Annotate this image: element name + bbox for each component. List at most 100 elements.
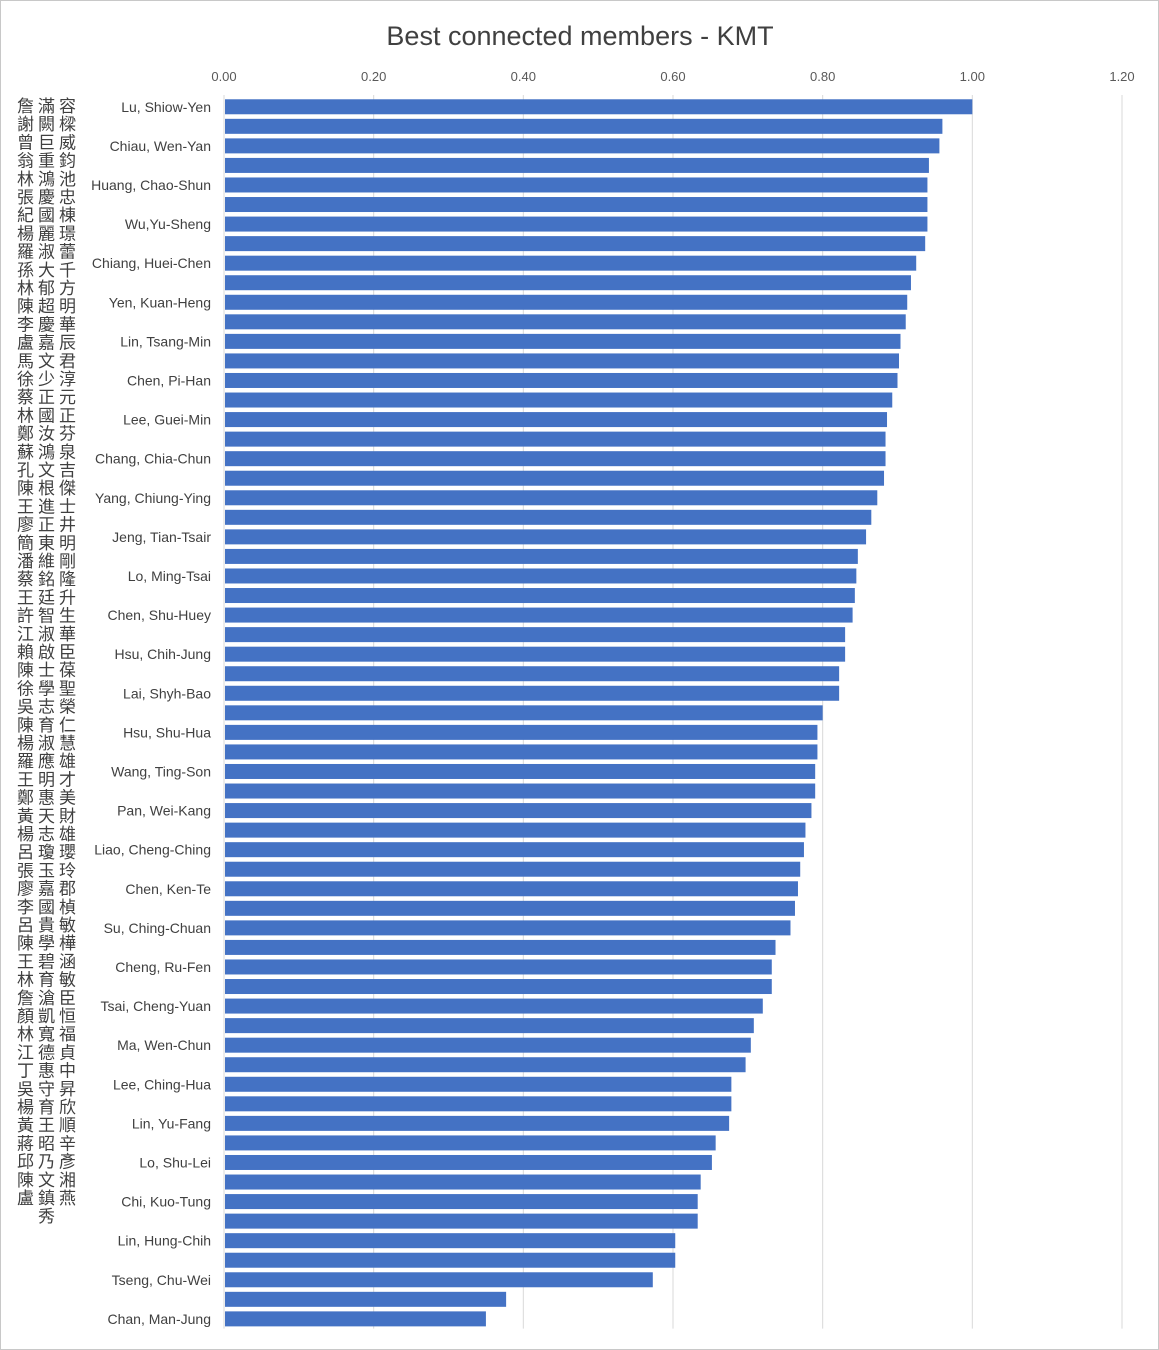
category-label-32: Hsu, Shu-Hua xyxy=(123,724,211,740)
bar-57 xyxy=(225,1213,698,1229)
bar-38 xyxy=(225,842,804,858)
bar-50 xyxy=(225,1076,732,1092)
bar-61 xyxy=(225,1291,507,1307)
bar-9 xyxy=(225,275,911,291)
bar-54 xyxy=(225,1154,712,1170)
bar-1 xyxy=(225,118,943,134)
chinese-label-column-2: 滿闕巨重鴻慶國麗淑大郁超慶嘉文少正國汝鴻文根進正東維銘廷智淑啟士學志育淑應明惠天… xyxy=(34,97,54,1226)
bar-33 xyxy=(225,744,818,760)
category-label-10: Yen, Kuan-Heng xyxy=(109,294,211,310)
bar-32 xyxy=(225,724,818,740)
category-label-16: Lee, Guei-Min xyxy=(123,412,211,428)
category-label-4: Huang, Chao-Shun xyxy=(91,177,211,193)
bar-37 xyxy=(225,822,806,838)
x-tick-label-0: 0.00 xyxy=(211,69,236,84)
category-label-34: Wang, Ting-Son xyxy=(111,763,211,779)
bar-11 xyxy=(225,314,906,330)
bar-18 xyxy=(225,451,886,467)
category-label-56: Chi, Kuo-Tung xyxy=(121,1194,211,1210)
chinese-label-column-1: 詹謝曾翁林張紀楊羅孫林陳李盧馬徐蔡林鄭蘇孔陳王廖簡潘蔡王許江賴陳徐吳陳楊羅王鄭黃… xyxy=(13,97,33,1208)
bar-27 xyxy=(225,627,846,643)
category-label-50: Lee, Ching-Hua xyxy=(113,1076,211,1092)
bar-52 xyxy=(225,1115,730,1131)
bar-4 xyxy=(225,177,928,193)
category-label-46: Tsai, Cheng-Yuan xyxy=(100,998,211,1014)
bar-40 xyxy=(225,881,798,897)
bar-45 xyxy=(225,979,772,995)
category-label-0: Lu, Shiow-Yen xyxy=(121,99,211,115)
bars xyxy=(225,99,973,1327)
bar-56 xyxy=(225,1194,698,1210)
category-label-36: Pan, Wei-Kang xyxy=(117,803,211,819)
category-label-44: Cheng, Ru-Fen xyxy=(115,959,211,975)
category-label-60: Tseng, Chu-Wei xyxy=(112,1272,211,1288)
bar-44 xyxy=(225,959,772,975)
category-label-40: Chen, Ken-Te xyxy=(125,881,211,897)
bar-49 xyxy=(225,1057,746,1073)
category-label-8: Chiang, Huei-Chen xyxy=(92,255,211,271)
bar-51 xyxy=(225,1096,732,1112)
bar-48 xyxy=(225,1037,751,1053)
category-label-54: Lo, Shu-Lei xyxy=(139,1154,211,1170)
bar-5 xyxy=(225,197,928,213)
bar-62 xyxy=(225,1311,486,1327)
category-label-6: Wu,Yu-Sheng xyxy=(125,216,211,232)
bar-10 xyxy=(225,294,908,310)
category-label-22: Jeng, Tian-Tsair xyxy=(112,529,211,545)
category-label-52: Lin, Yu-Fang xyxy=(132,1115,211,1131)
bar-22 xyxy=(225,529,867,545)
bar-46 xyxy=(225,998,763,1014)
x-tick-label-3: 0.60 xyxy=(660,69,685,84)
bar-20 xyxy=(225,490,878,506)
bar-47 xyxy=(225,1018,754,1034)
category-label-28: Hsu, Chih-Jung xyxy=(115,646,212,662)
category-label-18: Chang, Chia-Chun xyxy=(95,451,211,467)
category-label-26: Chen, Shu-Huey xyxy=(107,607,211,623)
x-tick-label-1: 0.20 xyxy=(361,69,386,84)
category-label-12: Lin, Tsang-Min xyxy=(120,333,211,349)
bar-41 xyxy=(225,900,795,916)
bar-25 xyxy=(225,588,855,604)
bar-7 xyxy=(225,236,926,252)
bar-35 xyxy=(225,783,816,799)
bar-39 xyxy=(225,861,801,877)
bar-53 xyxy=(225,1135,716,1151)
category-label-14: Chen, Pi-Han xyxy=(127,372,211,388)
bar-59 xyxy=(225,1252,676,1268)
x-tick-label-5: 1.00 xyxy=(960,69,985,84)
bar-26 xyxy=(225,607,853,623)
bar-55 xyxy=(225,1174,701,1190)
bar-2 xyxy=(225,138,940,154)
bar-36 xyxy=(225,803,812,819)
category-label-58: Lin, Hung-Chih xyxy=(118,1233,211,1249)
category-label-42: Su, Ching-Chuan xyxy=(104,920,211,936)
chinese-label-column-3: 容樑威鈞池忠棟璟蕾千方明華辰君淳元正芬泉吉傑士井明剛隆升生華臣葆聖榮仁慧雄才美財… xyxy=(55,97,75,1208)
bar-21 xyxy=(225,509,872,525)
bar-12 xyxy=(225,333,901,349)
bar-58 xyxy=(225,1233,676,1249)
category-label-20: Yang, Chiung-Ying xyxy=(95,490,211,506)
category-label-24: Lo, Ming-Tsai xyxy=(128,568,211,584)
bar-28 xyxy=(225,646,846,662)
category-label-62: Chan, Man-Jung xyxy=(107,1311,211,1327)
category-labels: Lu, Shiow-Yen Chiau, Wen-Yan Huang, Chao-S… xyxy=(91,99,211,1327)
bar-29 xyxy=(225,666,840,682)
bar-14 xyxy=(225,372,898,388)
bar-19 xyxy=(225,470,885,486)
bar-34 xyxy=(225,763,816,779)
bar-0 xyxy=(225,99,973,115)
chart-title: Best connected members - KMT xyxy=(386,21,773,51)
x-tick-label-4: 0.80 xyxy=(810,69,835,84)
x-axis-tick-labels: 0.00 0.20 0.40 0.60 0.80 1.00 1.20 xyxy=(211,69,1134,84)
bar-60 xyxy=(225,1272,653,1288)
bar-30 xyxy=(225,685,840,701)
bar-13 xyxy=(225,353,899,369)
bar-24 xyxy=(225,568,857,584)
bar-42 xyxy=(225,920,791,936)
bar-8 xyxy=(225,255,917,271)
category-label-2: Chiau, Wen-Yan xyxy=(110,138,211,154)
category-label-38: Liao, Cheng-Ching xyxy=(94,842,211,858)
category-label-30: Lai, Shyh-Bao xyxy=(123,685,211,701)
